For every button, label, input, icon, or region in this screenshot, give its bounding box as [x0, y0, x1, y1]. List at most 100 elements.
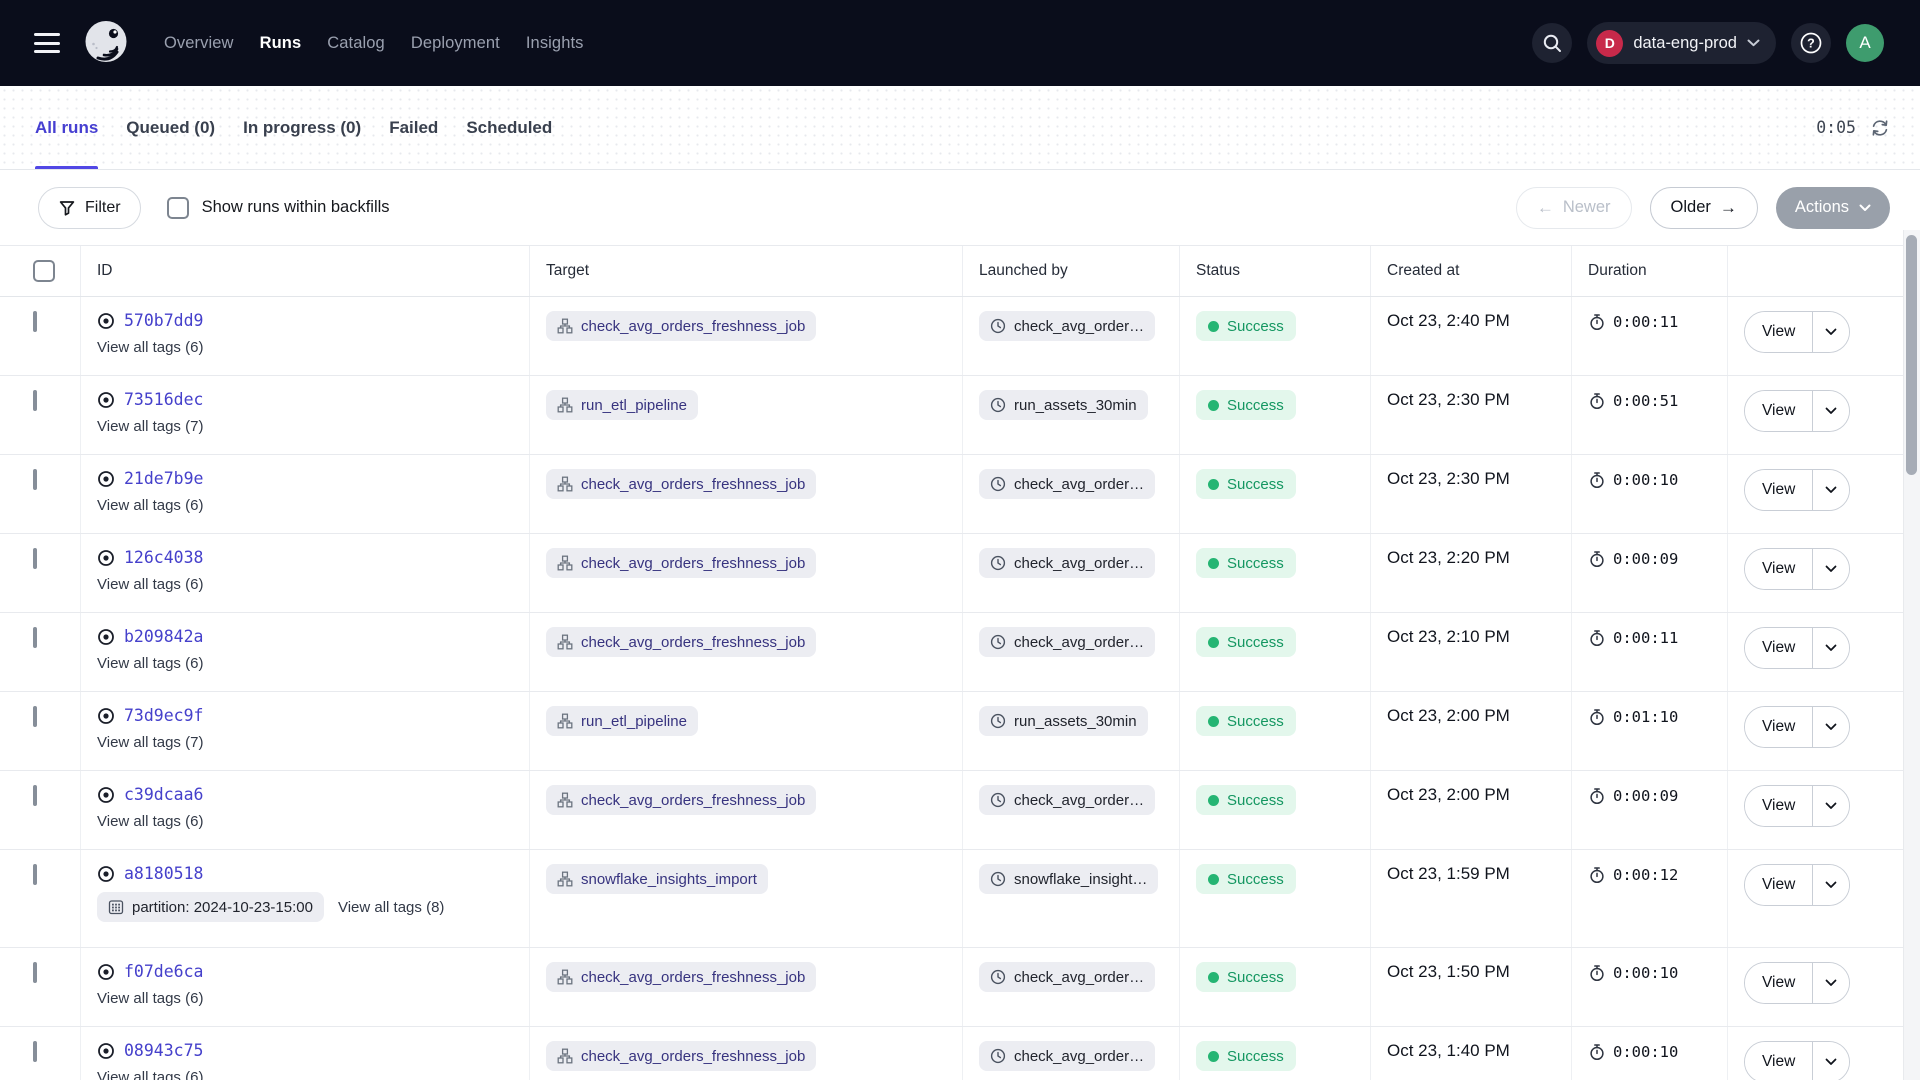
- target-tag[interactable]: check_avg_orders_freshness_job: [546, 548, 816, 578]
- nav-item-overview[interactable]: Overview: [164, 34, 234, 53]
- partition-tag[interactable]: partition: 2024-10-23-15:00: [97, 892, 324, 922]
- run-id-link[interactable]: 73516dec: [124, 390, 203, 409]
- user-avatar[interactable]: A: [1846, 24, 1884, 62]
- run-id-link[interactable]: 08943c75: [124, 1041, 203, 1060]
- view-run-caret-button[interactable]: [1812, 786, 1849, 826]
- view-all-tags-link[interactable]: View all tags (6): [97, 339, 203, 356]
- help-button[interactable]: ?: [1791, 23, 1831, 63]
- job-graph-icon: [557, 318, 573, 334]
- launched-by-tag[interactable]: check_avg_order…: [979, 1041, 1155, 1071]
- launched-by-tag[interactable]: run_assets_30min: [979, 390, 1148, 420]
- run-id-link[interactable]: f07de6ca: [124, 962, 203, 981]
- target-tag[interactable]: snowflake_insights_import: [546, 864, 768, 894]
- clock-icon: [990, 555, 1006, 571]
- run-id-link[interactable]: a8180518: [124, 864, 203, 883]
- row-checkbox[interactable]: [33, 962, 37, 983]
- view-run-button[interactable]: View: [1745, 963, 1812, 1003]
- view-run-caret-button[interactable]: [1812, 391, 1849, 431]
- row-checkbox[interactable]: [33, 311, 37, 332]
- target-tag[interactable]: check_avg_orders_freshness_job: [546, 962, 816, 992]
- target-tag[interactable]: check_avg_orders_freshness_job: [546, 1041, 816, 1071]
- view-run-caret-button[interactable]: [1812, 963, 1849, 1003]
- row-checkbox[interactable]: [33, 469, 37, 490]
- tab-failed[interactable]: Failed: [389, 86, 438, 169]
- view-run-button[interactable]: View: [1745, 549, 1812, 589]
- refresh-countdown: 0:05: [1816, 118, 1856, 137]
- view-all-tags-link[interactable]: View all tags (6): [97, 655, 203, 672]
- hamburger-menu-icon[interactable]: [34, 33, 60, 53]
- view-run-button[interactable]: View: [1745, 470, 1812, 510]
- run-id-link[interactable]: 21de7b9e: [124, 469, 203, 488]
- run-id-link[interactable]: 570b7dd9: [124, 311, 203, 330]
- run-id-link[interactable]: c39dcaa6: [124, 785, 203, 804]
- launched-by-tag[interactable]: check_avg_order…: [979, 548, 1155, 578]
- view-all-tags-link[interactable]: View all tags (7): [97, 418, 203, 435]
- row-checkbox[interactable]: [33, 627, 37, 648]
- nav-item-runs[interactable]: Runs: [260, 34, 302, 53]
- view-all-tags-link[interactable]: View all tags (6): [97, 1069, 203, 1080]
- view-run-button[interactable]: View: [1745, 391, 1812, 431]
- launched-by-tag[interactable]: check_avg_order…: [979, 627, 1155, 657]
- view-all-tags-link[interactable]: View all tags (6): [97, 813, 203, 830]
- run-id-link[interactable]: 73d9ec9f: [124, 706, 203, 725]
- target-tag[interactable]: run_etl_pipeline: [546, 706, 698, 736]
- view-run-caret-button[interactable]: [1812, 1042, 1849, 1080]
- view-all-tags-link[interactable]: View all tags (6): [97, 497, 203, 514]
- view-run-button[interactable]: View: [1745, 707, 1812, 747]
- tab-in-progress[interactable]: In progress (0): [243, 86, 361, 169]
- view-run-button[interactable]: View: [1745, 1042, 1812, 1080]
- launched-by-tag[interactable]: run_assets_30min: [979, 706, 1148, 736]
- launched-by-tag[interactable]: check_avg_order…: [979, 962, 1155, 992]
- target-tag[interactable]: run_etl_pipeline: [546, 390, 698, 420]
- older-button[interactable]: Older →: [1650, 187, 1758, 229]
- nav-item-catalog[interactable]: Catalog: [327, 34, 385, 53]
- row-checkbox[interactable]: [33, 864, 37, 885]
- launched-by-tag[interactable]: check_avg_order…: [979, 785, 1155, 815]
- target-tag[interactable]: check_avg_orders_freshness_job: [546, 469, 816, 499]
- launched-by-tag[interactable]: check_avg_order…: [979, 311, 1155, 341]
- created-at-value: Oct 23, 2:20 PM: [1387, 545, 1510, 567]
- target-tag[interactable]: check_avg_orders_freshness_job: [546, 311, 816, 341]
- view-all-tags-link[interactable]: View all tags (7): [97, 734, 203, 751]
- view-run-caret-button[interactable]: [1812, 628, 1849, 668]
- run-id-link[interactable]: b209842a: [124, 627, 203, 646]
- dagster-logo-icon[interactable]: [84, 20, 130, 66]
- target-tag[interactable]: check_avg_orders_freshness_job: [546, 785, 816, 815]
- nav-item-deployment[interactable]: Deployment: [411, 34, 500, 53]
- vertical-scrollbar[interactable]: [1903, 230, 1920, 1080]
- tab-all-runs[interactable]: All runs: [35, 86, 98, 169]
- filter-button[interactable]: Filter: [38, 187, 141, 229]
- actions-button[interactable]: Actions: [1776, 187, 1890, 229]
- view-run-button[interactable]: View: [1745, 786, 1812, 826]
- row-checkbox[interactable]: [33, 706, 37, 727]
- view-all-tags-link[interactable]: View all tags (6): [97, 990, 203, 1007]
- row-checkbox[interactable]: [33, 548, 37, 569]
- launched-by-tag[interactable]: snowflake_insight…: [979, 864, 1158, 894]
- view-run-caret-button[interactable]: [1812, 865, 1849, 905]
- deployment-switcher[interactable]: D data-eng-prod: [1587, 22, 1776, 64]
- select-all-checkbox[interactable]: [33, 260, 55, 282]
- view-run-caret-button[interactable]: [1812, 312, 1849, 352]
- launched-by-tag[interactable]: check_avg_order…: [979, 469, 1155, 499]
- view-run-caret-button[interactable]: [1812, 707, 1849, 747]
- scrollbar-thumb[interactable]: [1906, 235, 1917, 475]
- row-checkbox[interactable]: [33, 1041, 37, 1062]
- target-tag[interactable]: check_avg_orders_freshness_job: [546, 627, 816, 657]
- view-run-caret-button[interactable]: [1812, 470, 1849, 510]
- row-checkbox[interactable]: [33, 785, 37, 806]
- tab-scheduled[interactable]: Scheduled: [466, 86, 552, 169]
- view-all-tags-link[interactable]: View all tags (6): [97, 576, 203, 593]
- view-all-tags-link[interactable]: View all tags (8): [338, 899, 444, 916]
- row-checkbox[interactable]: [33, 390, 37, 411]
- tab-queued[interactable]: Queued (0): [126, 86, 215, 169]
- newer-button[interactable]: ← Newer: [1516, 187, 1632, 229]
- view-run-button[interactable]: View: [1745, 865, 1812, 905]
- view-run-caret-button[interactable]: [1812, 549, 1849, 589]
- search-button[interactable]: [1532, 23, 1572, 63]
- nav-item-insights[interactable]: Insights: [526, 34, 584, 53]
- view-run-button[interactable]: View: [1745, 312, 1812, 352]
- refresh-button[interactable]: [1870, 118, 1890, 138]
- run-id-link[interactable]: 126c4038: [124, 548, 203, 567]
- backfills-checkbox[interactable]: [167, 197, 189, 219]
- view-run-button[interactable]: View: [1745, 628, 1812, 668]
